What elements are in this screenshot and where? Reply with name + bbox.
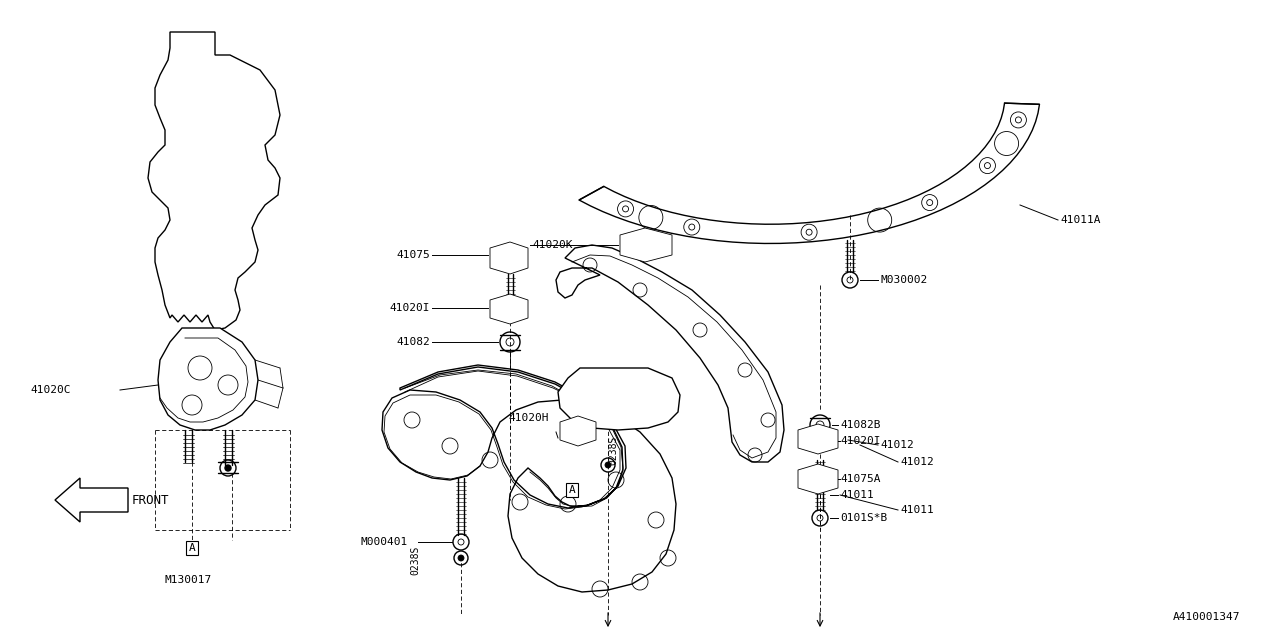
- Polygon shape: [561, 416, 596, 446]
- Polygon shape: [381, 365, 676, 592]
- Text: 41011: 41011: [900, 505, 933, 515]
- Text: 41075A: 41075A: [840, 474, 881, 484]
- Circle shape: [984, 163, 991, 168]
- Polygon shape: [148, 32, 280, 330]
- Circle shape: [225, 465, 230, 471]
- Text: M130017: M130017: [164, 575, 211, 585]
- Text: FRONT: FRONT: [132, 493, 169, 506]
- Text: 41082: 41082: [397, 337, 430, 347]
- Polygon shape: [157, 328, 259, 430]
- Circle shape: [622, 206, 628, 212]
- Text: 41075: 41075: [397, 250, 430, 260]
- Text: 41012: 41012: [900, 457, 933, 467]
- Polygon shape: [490, 242, 529, 274]
- Circle shape: [605, 462, 611, 468]
- Text: M000401: M000401: [360, 537, 407, 547]
- Text: 41020H: 41020H: [508, 413, 549, 423]
- Text: 41020K: 41020K: [532, 240, 572, 250]
- Polygon shape: [490, 294, 529, 324]
- Circle shape: [927, 200, 933, 205]
- Polygon shape: [556, 245, 785, 462]
- Text: 41020I: 41020I: [840, 436, 881, 446]
- Text: 0238S: 0238S: [608, 436, 618, 465]
- Text: 41012: 41012: [881, 440, 914, 450]
- Polygon shape: [55, 478, 128, 522]
- Text: M030002: M030002: [881, 275, 927, 285]
- Polygon shape: [620, 228, 672, 262]
- Text: 41011A: 41011A: [1060, 215, 1101, 225]
- Text: 0101S*B: 0101S*B: [840, 513, 887, 523]
- Text: 41020C: 41020C: [29, 385, 70, 395]
- Polygon shape: [797, 424, 838, 454]
- Text: 41082B: 41082B: [840, 420, 881, 430]
- Circle shape: [806, 229, 812, 236]
- Polygon shape: [797, 464, 838, 494]
- Polygon shape: [579, 103, 1039, 243]
- Text: A410001347: A410001347: [1172, 612, 1240, 622]
- Circle shape: [1015, 117, 1021, 123]
- Text: A: A: [188, 543, 196, 553]
- Text: 0238S: 0238S: [410, 545, 420, 575]
- Text: A: A: [568, 485, 576, 495]
- Text: 41011: 41011: [840, 490, 874, 500]
- Polygon shape: [558, 368, 680, 430]
- Circle shape: [689, 224, 695, 230]
- Text: 41020I: 41020I: [389, 303, 430, 313]
- Circle shape: [458, 555, 465, 561]
